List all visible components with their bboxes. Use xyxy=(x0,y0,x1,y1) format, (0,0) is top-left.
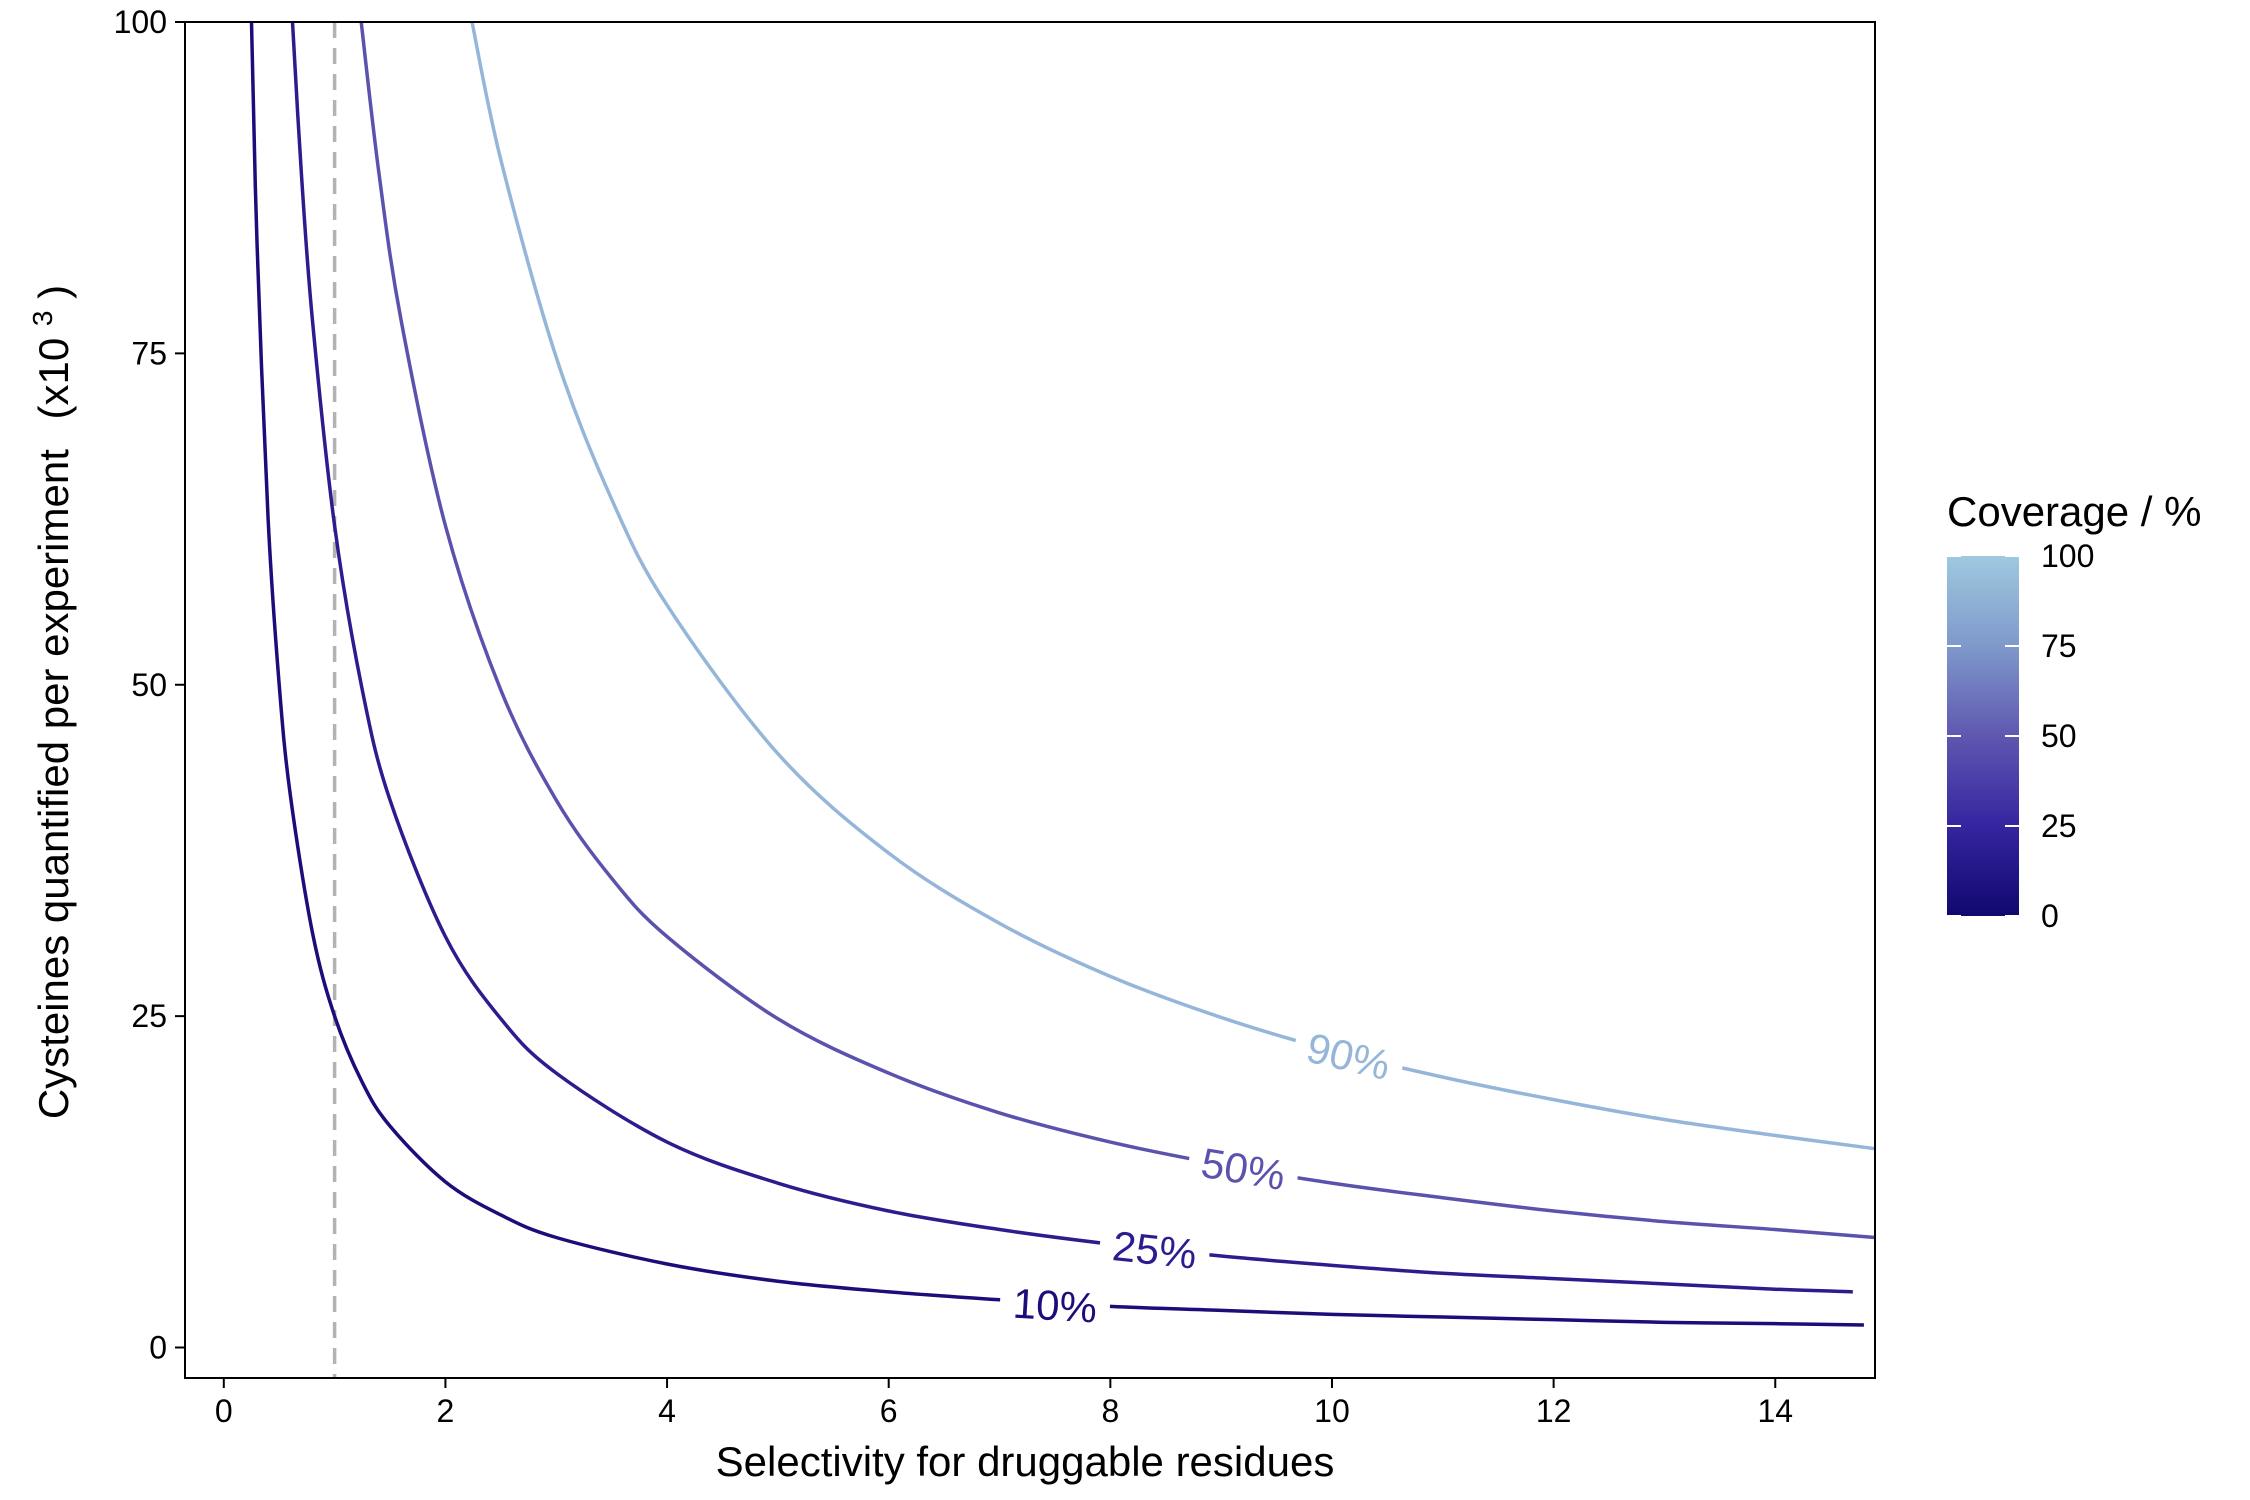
contour-label-25: 25% xyxy=(1097,1217,1213,1282)
legend: Coverage / % 0 25 50 75 100 xyxy=(1947,488,2201,934)
x-tick-label: 8 xyxy=(1101,1393,1119,1429)
colorbar-ticks: 0 25 50 75 100 xyxy=(1947,538,2094,934)
x-tick-label: 4 xyxy=(658,1393,676,1429)
y-axis-unit-prefix: (x10 xyxy=(30,338,77,420)
contour-line-25 xyxy=(290,21,1853,1294)
plot-frame xyxy=(184,21,1876,1379)
contour-label-background xyxy=(998,1275,1112,1335)
y-tick-label: 100 xyxy=(114,4,167,40)
y-tick-label: 25 xyxy=(131,998,167,1034)
colorbar-tick-label: 0 xyxy=(2041,898,2059,934)
contour-line-10 xyxy=(249,21,1864,1327)
y-axis-unit-suffix: ) xyxy=(30,285,77,299)
contour-line-90 xyxy=(470,21,1876,1151)
colorbar-tick-label: 50 xyxy=(2041,718,2077,754)
contour-label-background xyxy=(1184,1133,1302,1204)
contour-label-10: 10% xyxy=(998,1275,1112,1335)
y-tick-label: 0 xyxy=(149,1330,167,1366)
axes: 0 2 4 6 8 10 12 14 0 25 50 75 100 xyxy=(114,4,1793,1429)
x-tick-label: 10 xyxy=(1314,1393,1350,1429)
contour-lines xyxy=(249,21,1876,1327)
x-tick-label: 12 xyxy=(1536,1393,1572,1429)
contour-label-text: 10% xyxy=(1012,1280,1099,1332)
contour-label-50: 50% xyxy=(1184,1133,1302,1204)
colorbar-tick-label: 100 xyxy=(2041,538,2094,574)
x-tick-label: 2 xyxy=(437,1393,455,1429)
y-axis-title: Cysteines quantified per experiment (x10… xyxy=(14,285,77,1119)
contour-label-90: 90% xyxy=(1289,1017,1409,1094)
y-tick-label: 75 xyxy=(131,335,167,371)
contour-labels: 10%25% 50%90% xyxy=(998,1017,1409,1335)
contour-line-50 xyxy=(359,21,1876,1240)
colorbar-tick-label: 75 xyxy=(2041,628,2077,664)
y-axis-unit-exponent: 3 xyxy=(27,311,58,327)
legend-title: Coverage / % xyxy=(1947,488,2201,535)
y-axis-title-main: Cysteines quantified per experiment xyxy=(30,449,77,1119)
svg-text:Cysteines quantified per exper: Cysteines quantified per experiment (x10… xyxy=(14,285,77,1119)
colorbar-tick-label: 25 xyxy=(2041,808,2077,844)
contour-label-background xyxy=(1097,1217,1213,1282)
x-tick-label: 6 xyxy=(880,1393,898,1429)
y-tick-label: 50 xyxy=(131,667,167,703)
x-tick-label: 14 xyxy=(1757,1393,1793,1429)
x-tick-label: 0 xyxy=(215,1393,233,1429)
contour-label-text: 25% xyxy=(1110,1222,1199,1278)
contour-label-background xyxy=(1289,1017,1409,1094)
contour-label-text: 90% xyxy=(1302,1024,1395,1089)
x-axis-title: Selectivity for druggable residues xyxy=(716,1438,1335,1485)
